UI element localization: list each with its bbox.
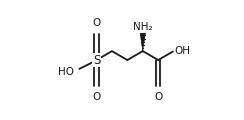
Text: S: S bbox=[93, 54, 100, 66]
Polygon shape bbox=[139, 29, 146, 51]
Text: O: O bbox=[92, 18, 101, 28]
Text: O: O bbox=[92, 92, 101, 102]
Text: OH: OH bbox=[174, 46, 190, 56]
Text: NH₂: NH₂ bbox=[133, 22, 152, 32]
Text: O: O bbox=[154, 92, 162, 102]
Text: HO: HO bbox=[58, 67, 74, 77]
